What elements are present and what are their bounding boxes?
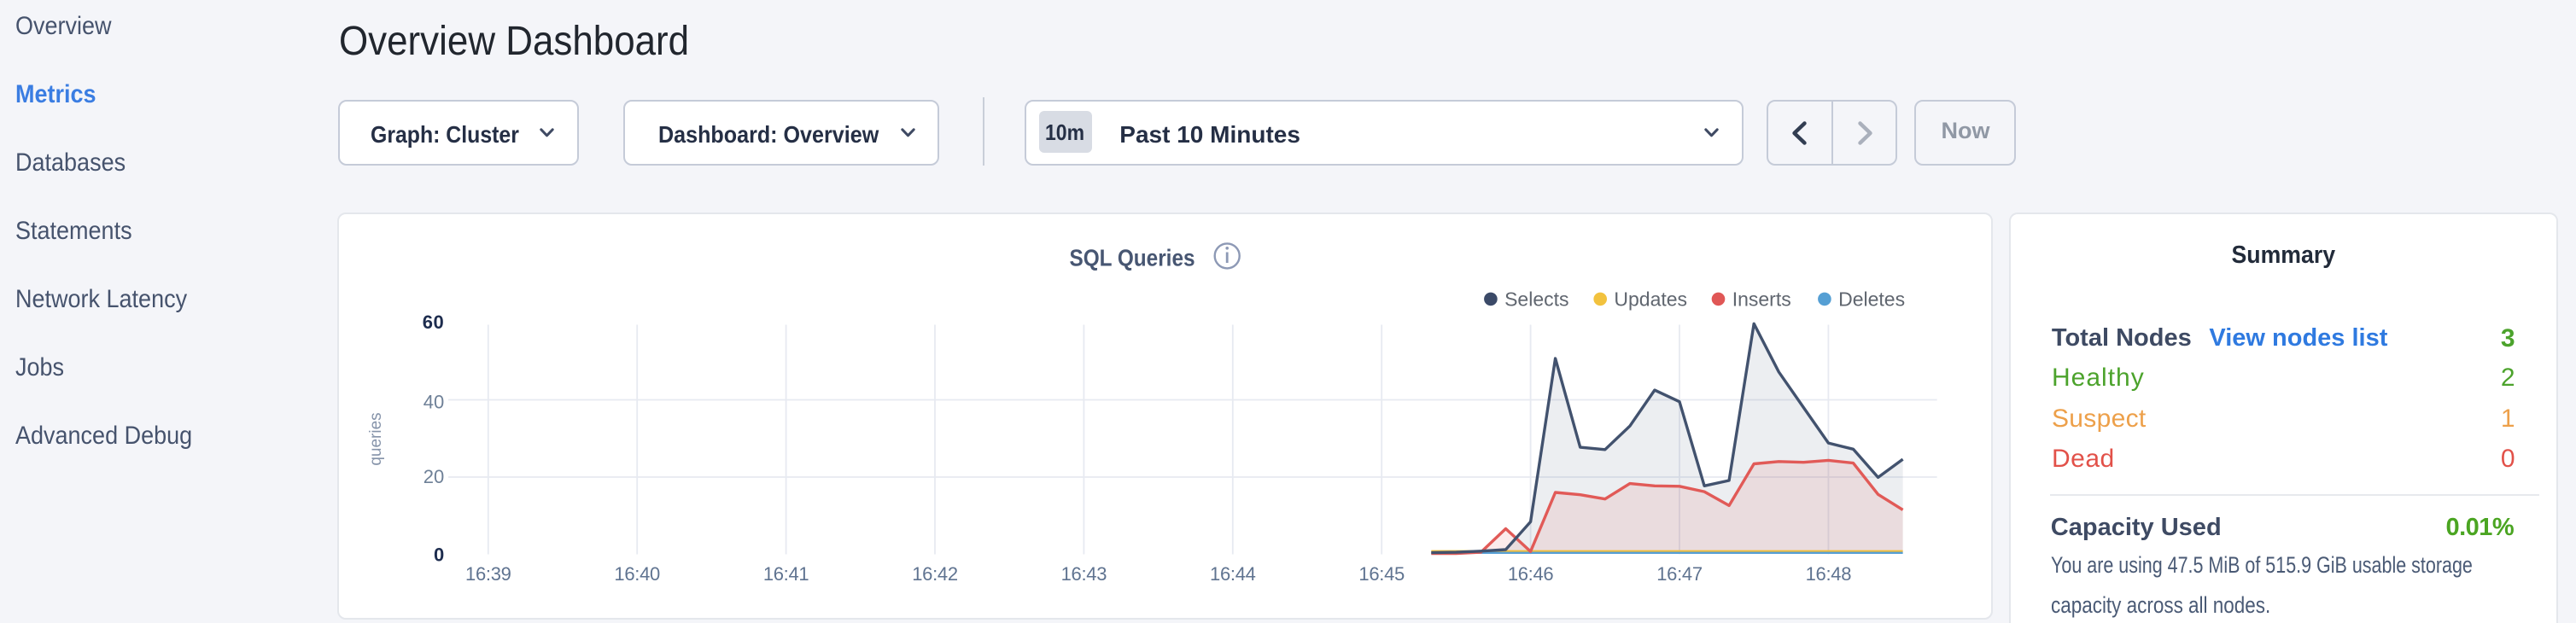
svg-text:16:48: 16:48 bbox=[1806, 563, 1852, 585]
svg-text:Selects: Selects bbox=[1504, 288, 1568, 310]
svg-text:60: 60 bbox=[423, 312, 444, 333]
svg-text:16:44: 16:44 bbox=[1210, 563, 1256, 585]
svg-text:Inserts: Inserts bbox=[1732, 288, 1791, 310]
svg-text:16:43: 16:43 bbox=[1061, 563, 1107, 585]
svg-text:20: 20 bbox=[423, 466, 444, 487]
svg-text:16:47: 16:47 bbox=[1656, 563, 1703, 585]
svg-text:40: 40 bbox=[423, 391, 444, 412]
svg-text:16:42: 16:42 bbox=[912, 563, 958, 585]
svg-text:16:46: 16:46 bbox=[1508, 563, 1554, 585]
svg-text:16:41: 16:41 bbox=[763, 563, 809, 585]
svg-text:16:45: 16:45 bbox=[1358, 563, 1405, 585]
svg-text:Deletes: Deletes bbox=[1838, 288, 1905, 310]
svg-text:queries: queries bbox=[367, 412, 385, 465]
svg-text:16:39: 16:39 bbox=[465, 563, 511, 585]
svg-text:SQL Queries: SQL Queries bbox=[1069, 243, 1195, 271]
svg-text:Updates: Updates bbox=[1614, 288, 1687, 310]
svg-text:0: 0 bbox=[434, 544, 444, 565]
svg-text:16:40: 16:40 bbox=[614, 563, 660, 585]
